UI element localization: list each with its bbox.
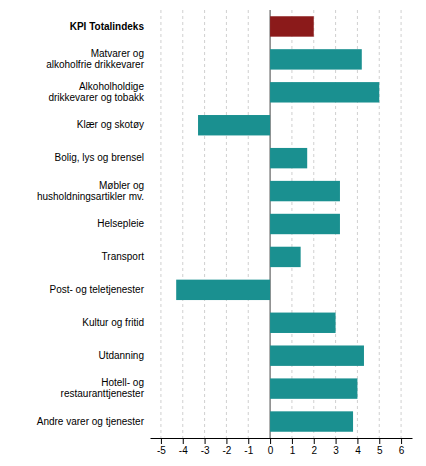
y-tick: Møbler oghusholdningsartikler mv. — [37, 180, 144, 202]
y-tick-label: Helsepleie — [97, 218, 144, 229]
y-tick: Utdanning — [98, 350, 144, 361]
y-tick: Matvarer ogalkoholfrie drikkevarer — [46, 48, 144, 70]
grid-line — [160, 10, 161, 438]
grid-line — [401, 10, 402, 438]
x-tick-label: 0 — [268, 445, 274, 456]
x-tick-mark — [226, 438, 227, 444]
y-tick: Transport — [102, 251, 145, 262]
x-tick: -4 — [179, 438, 188, 456]
bar — [176, 280, 270, 300]
x-tick-label: 6 — [399, 445, 405, 456]
x-tick: 5 — [377, 438, 383, 456]
x-tick-mark — [183, 438, 184, 444]
grid — [161, 10, 401, 438]
x-tick: -3 — [201, 438, 210, 456]
x-tick: -5 — [157, 438, 166, 456]
bar — [270, 378, 357, 398]
x-tick-label: -3 — [201, 445, 210, 456]
y-tick-label: Klær og skotøy — [77, 119, 144, 130]
grid-line — [379, 10, 380, 438]
x-axis-line — [151, 438, 413, 439]
bar — [270, 345, 364, 365]
x-tick-mark — [401, 438, 402, 444]
x-axis: -5 -4 -3 -2 -1 0 1 2 3 4 5 6 — [151, 438, 413, 456]
x-tick: 6 — [399, 438, 405, 456]
bar — [270, 49, 362, 69]
x-tick: -2 — [222, 438, 231, 456]
y-tick-label: Post- og teletjenester — [50, 284, 145, 295]
x-tick-mark — [161, 438, 162, 444]
bar — [270, 313, 336, 333]
y-tick: Alkoholholdigedrikkevarer og tobakk — [48, 81, 145, 103]
x-tick-label: 4 — [355, 445, 361, 456]
bar — [270, 214, 340, 234]
y-tick-label: KPI Totalindeks — [70, 21, 145, 32]
x-tick-label: -2 — [222, 445, 231, 456]
y-tick-label: Hotell- ogrestauranttjenester — [61, 377, 145, 399]
x-tick-mark — [314, 438, 315, 444]
grid-line — [182, 10, 183, 438]
y-tick-label: Andre varer og tjenester — [37, 416, 145, 427]
y-tick: Bolig, lys og brensel — [55, 152, 145, 163]
x-tick: 0 — [268, 438, 274, 456]
x-tick: 3 — [333, 438, 339, 456]
grid-line — [248, 10, 249, 438]
bars — [176, 16, 379, 431]
y-tick-label: Bolig, lys og brensel — [55, 152, 145, 163]
y-tick-label: Utdanning — [98, 350, 144, 361]
x-tick-label: -5 — [157, 445, 166, 456]
y-tick-label: Kultur og fritid — [82, 317, 144, 328]
y-tick: Hotell- ogrestauranttjenester — [61, 377, 145, 399]
y-tick-label: Alkoholholdigedrikkevarer og tobakk — [48, 81, 145, 103]
y-tick: Helsepleie — [97, 218, 144, 229]
x-tick-label: -1 — [244, 445, 253, 456]
bar — [270, 148, 307, 168]
x-tick-mark — [379, 438, 380, 444]
y-tick: KPI Totalindeks — [70, 21, 145, 32]
y-tick-label: Transport — [102, 251, 145, 262]
bar — [198, 115, 270, 135]
x-tick-label: -4 — [179, 445, 188, 456]
y-tick-label: Matvarer ogalkoholfrie drikkevarer — [46, 48, 144, 70]
grid-line — [226, 10, 227, 438]
x-tick: 1 — [290, 438, 296, 456]
x-tick-label: 2 — [311, 445, 317, 456]
chart: -5 -4 -3 -2 -1 0 1 2 3 4 5 6 KPI Totalindeks Matvarer… — [0, 0, 426, 466]
x-tick-mark — [292, 438, 293, 444]
bar — [270, 247, 301, 267]
x-tick-label: 3 — [333, 445, 339, 456]
x-tick-label: 5 — [377, 445, 383, 456]
bar — [270, 16, 314, 36]
x-tick: 2 — [311, 438, 317, 456]
x-tick-mark — [270, 438, 271, 444]
grid-line — [357, 10, 358, 438]
y-axis: KPI Totalindeks Matvarer ogalkoholfrie dr… — [37, 21, 145, 427]
x-tick-label: 1 — [290, 445, 296, 456]
y-tick: Andre varer og tjenester — [37, 416, 145, 427]
x-tick-mark — [336, 438, 337, 444]
y-tick: Kultur og fritid — [82, 317, 144, 328]
bar — [270, 181, 340, 201]
y-tick-label: Møbler oghusholdningsartikler mv. — [37, 180, 144, 202]
y-tick: Post- og teletjenester — [50, 284, 145, 295]
x-tick-mark — [357, 438, 358, 444]
bar — [270, 82, 379, 102]
x-tick-mark — [205, 438, 206, 444]
grid-line — [204, 10, 205, 438]
x-tick: -1 — [244, 438, 253, 456]
x-tick: 4 — [355, 438, 361, 456]
x-tick-mark — [248, 438, 249, 444]
bar — [270, 411, 353, 431]
y-tick: Klær og skotøy — [77, 119, 144, 130]
plot: -5 -4 -3 -2 -1 0 1 2 3 4 5 6 KPI Totalindeks Matvarer… — [37, 10, 413, 456]
